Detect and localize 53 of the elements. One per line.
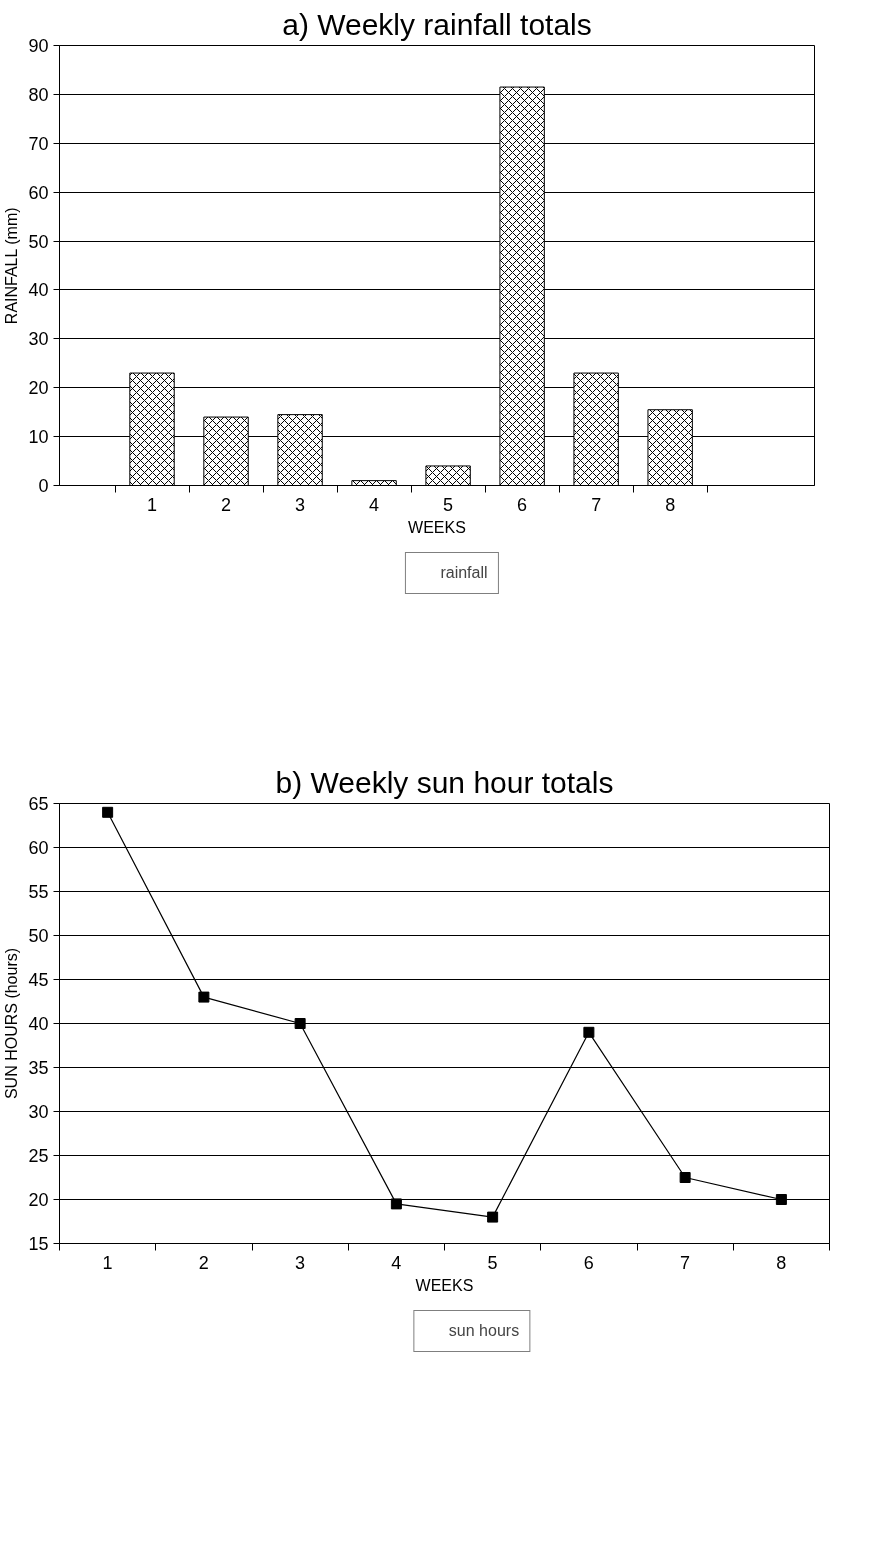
y-tick-label: 35	[28, 1058, 49, 1078]
x-tick-label: 3	[295, 1252, 306, 1273]
y-tick-label: 60	[28, 182, 49, 203]
y-axis-title: SUN HOURS (hours)	[3, 947, 21, 1100]
x-tick-label: 4	[369, 494, 380, 515]
x-tick-label: 8	[665, 494, 676, 515]
y-tick-label: 45	[28, 970, 49, 990]
y-tick-label: 60	[28, 838, 49, 858]
x-tick-label: 6	[517, 494, 528, 515]
point	[294, 1018, 306, 1029]
text: sun hours	[448, 1322, 520, 1340]
chart-title: a) Weekly rainfall totals	[282, 7, 592, 41]
point	[775, 1194, 787, 1205]
y-tick-label: 15	[28, 1234, 49, 1254]
text: rainfall	[440, 564, 488, 582]
y-tick-label: 30	[28, 329, 49, 350]
y-tick-label: 90	[28, 36, 49, 56]
y-tick-label: 80	[28, 84, 49, 105]
x-tick-label: 2	[221, 494, 232, 515]
point	[679, 1172, 691, 1183]
point	[583, 1026, 595, 1038]
x-tick-label: 8	[776, 1252, 787, 1273]
x-tick-label: 7	[680, 1252, 691, 1273]
point	[102, 806, 114, 818]
y-tick-label: 55	[28, 882, 49, 902]
x-tick-label: 4	[391, 1252, 402, 1273]
x-tick-label: 5	[487, 1252, 498, 1273]
y-tick-label: 50	[28, 231, 49, 252]
y-tick-label: 20	[28, 378, 49, 399]
y-tick-label: 0	[38, 476, 49, 496]
x-tick-label: 1	[102, 1252, 113, 1273]
y-tick-label: 40	[28, 1014, 49, 1034]
x-tick-label: 3	[295, 494, 306, 515]
y-tick-label: 20	[28, 1190, 49, 1210]
x-axis-title: WEEKS	[415, 1276, 474, 1294]
y-axis-title: RAINFALL (mm)	[3, 207, 21, 325]
y-tick-label: 50	[28, 926, 49, 946]
x-tick-label: 5	[443, 494, 454, 515]
point	[390, 1198, 402, 1210]
point	[198, 991, 210, 1003]
point	[487, 1211, 499, 1223]
chart-title: b) Weekly sun hour totals	[275, 765, 614, 799]
y-tick-label: 30	[28, 1102, 49, 1122]
y-tick-label: 25	[28, 1146, 49, 1166]
x-tick-label: 6	[583, 1252, 594, 1273]
x-axis-title: WEEKS	[408, 518, 466, 536]
x-tick-label: 7	[591, 494, 602, 515]
y-tick-label: 10	[28, 427, 49, 448]
x-tick-label: 2	[198, 1252, 209, 1273]
y-tick-label: 65	[28, 794, 49, 814]
y-tick-label: 40	[28, 280, 49, 301]
y-tick-label: 70	[28, 133, 49, 154]
x-tick-label: 1	[147, 494, 158, 515]
